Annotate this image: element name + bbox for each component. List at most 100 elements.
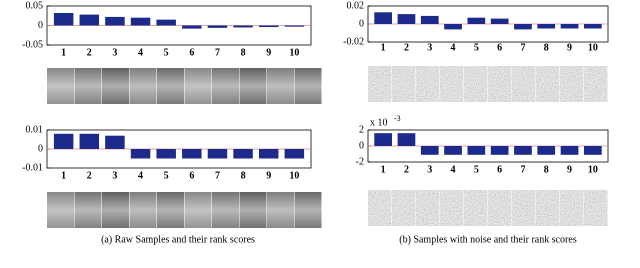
face-image [212, 192, 239, 228]
face-image [157, 68, 184, 104]
bar [207, 149, 228, 159]
bar [537, 146, 556, 155]
x-tick-label: 2 [404, 42, 409, 53]
bar [79, 133, 100, 149]
face-image [294, 68, 322, 104]
bar [233, 149, 253, 159]
y-tick-label: 0 [359, 18, 364, 29]
x-tick-label: 4 [138, 47, 143, 58]
face-image [74, 192, 102, 228]
x-tick-label: 6 [189, 47, 194, 58]
x-tick-label: 9 [266, 47, 271, 58]
x-tick-label: 9 [567, 164, 572, 175]
bar [467, 146, 486, 155]
y-tick-label: -2 [356, 156, 364, 167]
axis-multiplier: x 10 [370, 117, 388, 128]
bar [79, 14, 100, 26]
x-tick-label: 1 [61, 170, 66, 181]
y-tick-label: 0.01 [26, 124, 44, 135]
bar [374, 133, 392, 146]
face-image [157, 192, 184, 228]
bar [397, 133, 416, 146]
y-tick-label: 0 [38, 20, 43, 31]
noise-image [464, 66, 488, 102]
noise-image [464, 190, 488, 226]
bar [284, 25, 305, 27]
bar [397, 14, 416, 24]
x-tick-label: 6 [189, 170, 194, 181]
y-tick-label: -0.01 [22, 162, 43, 173]
bar [374, 12, 392, 24]
bar-chart: -2 0 2 1 2 3 4 5 6 7 8 9 10 x 10 -3 [356, 114, 609, 175]
bar [207, 25, 228, 28]
bar [284, 149, 305, 159]
bar [130, 149, 151, 159]
x-tick-label: 8 [241, 47, 246, 58]
bar [258, 149, 279, 159]
x-tick-label: 1 [381, 42, 386, 53]
noise-image [512, 190, 536, 226]
noise-image [488, 190, 512, 226]
x-tick-label: 7 [520, 42, 525, 53]
x-tick-label: 9 [567, 42, 572, 53]
bar [156, 19, 176, 26]
bar [182, 149, 202, 159]
y-tick-label: -0.02 [343, 36, 364, 47]
y-tick-label: 0 [38, 143, 43, 154]
bar [156, 149, 176, 159]
face-image [239, 68, 267, 104]
bar [53, 13, 74, 26]
x-tick-label: 2 [87, 170, 92, 181]
x-tick-label: 5 [164, 170, 169, 181]
noise-image [416, 190, 440, 226]
x-tick-label: 8 [544, 164, 549, 175]
caption: (b) Samples with noise and their rank sc… [399, 234, 577, 245]
face-image [47, 68, 74, 104]
x-tick-label: 6 [497, 164, 502, 175]
noise-image [560, 190, 584, 226]
x-tick-label: 1 [61, 47, 66, 58]
bar [130, 17, 151, 26]
face-image [267, 192, 294, 228]
x-tick-label: 3 [112, 47, 117, 58]
face-image [212, 68, 239, 104]
x-tick-label: 5 [474, 42, 479, 53]
face-image [102, 68, 129, 104]
x-tick-label: 5 [474, 164, 479, 175]
noise-image [488, 66, 512, 102]
face-image [102, 192, 129, 228]
bar [182, 25, 202, 29]
face-image [129, 192, 157, 228]
noise-image [536, 66, 560, 102]
noise-image [512, 66, 536, 102]
x-tick-label: 4 [451, 42, 456, 53]
bar [444, 146, 462, 155]
x-tick-label: 1 [381, 164, 386, 175]
noise-image [392, 66, 416, 102]
x-tick-label: 4 [451, 164, 456, 175]
bar [258, 25, 279, 28]
x-tick-label: 10 [588, 164, 598, 175]
bar [105, 16, 125, 26]
noise-image [536, 190, 560, 226]
y-tick-label: 0.05 [26, 0, 44, 11]
bar [490, 146, 509, 155]
face-image [74, 68, 102, 104]
x-tick-label: 7 [520, 164, 525, 175]
x-tick-label: 8 [241, 170, 246, 181]
x-tick-label: 3 [112, 170, 117, 181]
x-tick-label: 7 [215, 170, 220, 181]
x-tick-label: 8 [544, 42, 549, 53]
noise-image [368, 66, 392, 102]
bar [420, 146, 439, 155]
image-strips [47, 66, 608, 228]
bar [514, 146, 532, 155]
x-tick-label: 7 [215, 47, 220, 58]
x-tick-label: 10 [289, 47, 299, 58]
y-tick-label: 0.02 [347, 0, 365, 11]
face-image [294, 192, 322, 228]
y-tick-label: 0 [359, 140, 364, 151]
noise-image [584, 66, 608, 102]
x-tick-label: 4 [138, 170, 143, 181]
